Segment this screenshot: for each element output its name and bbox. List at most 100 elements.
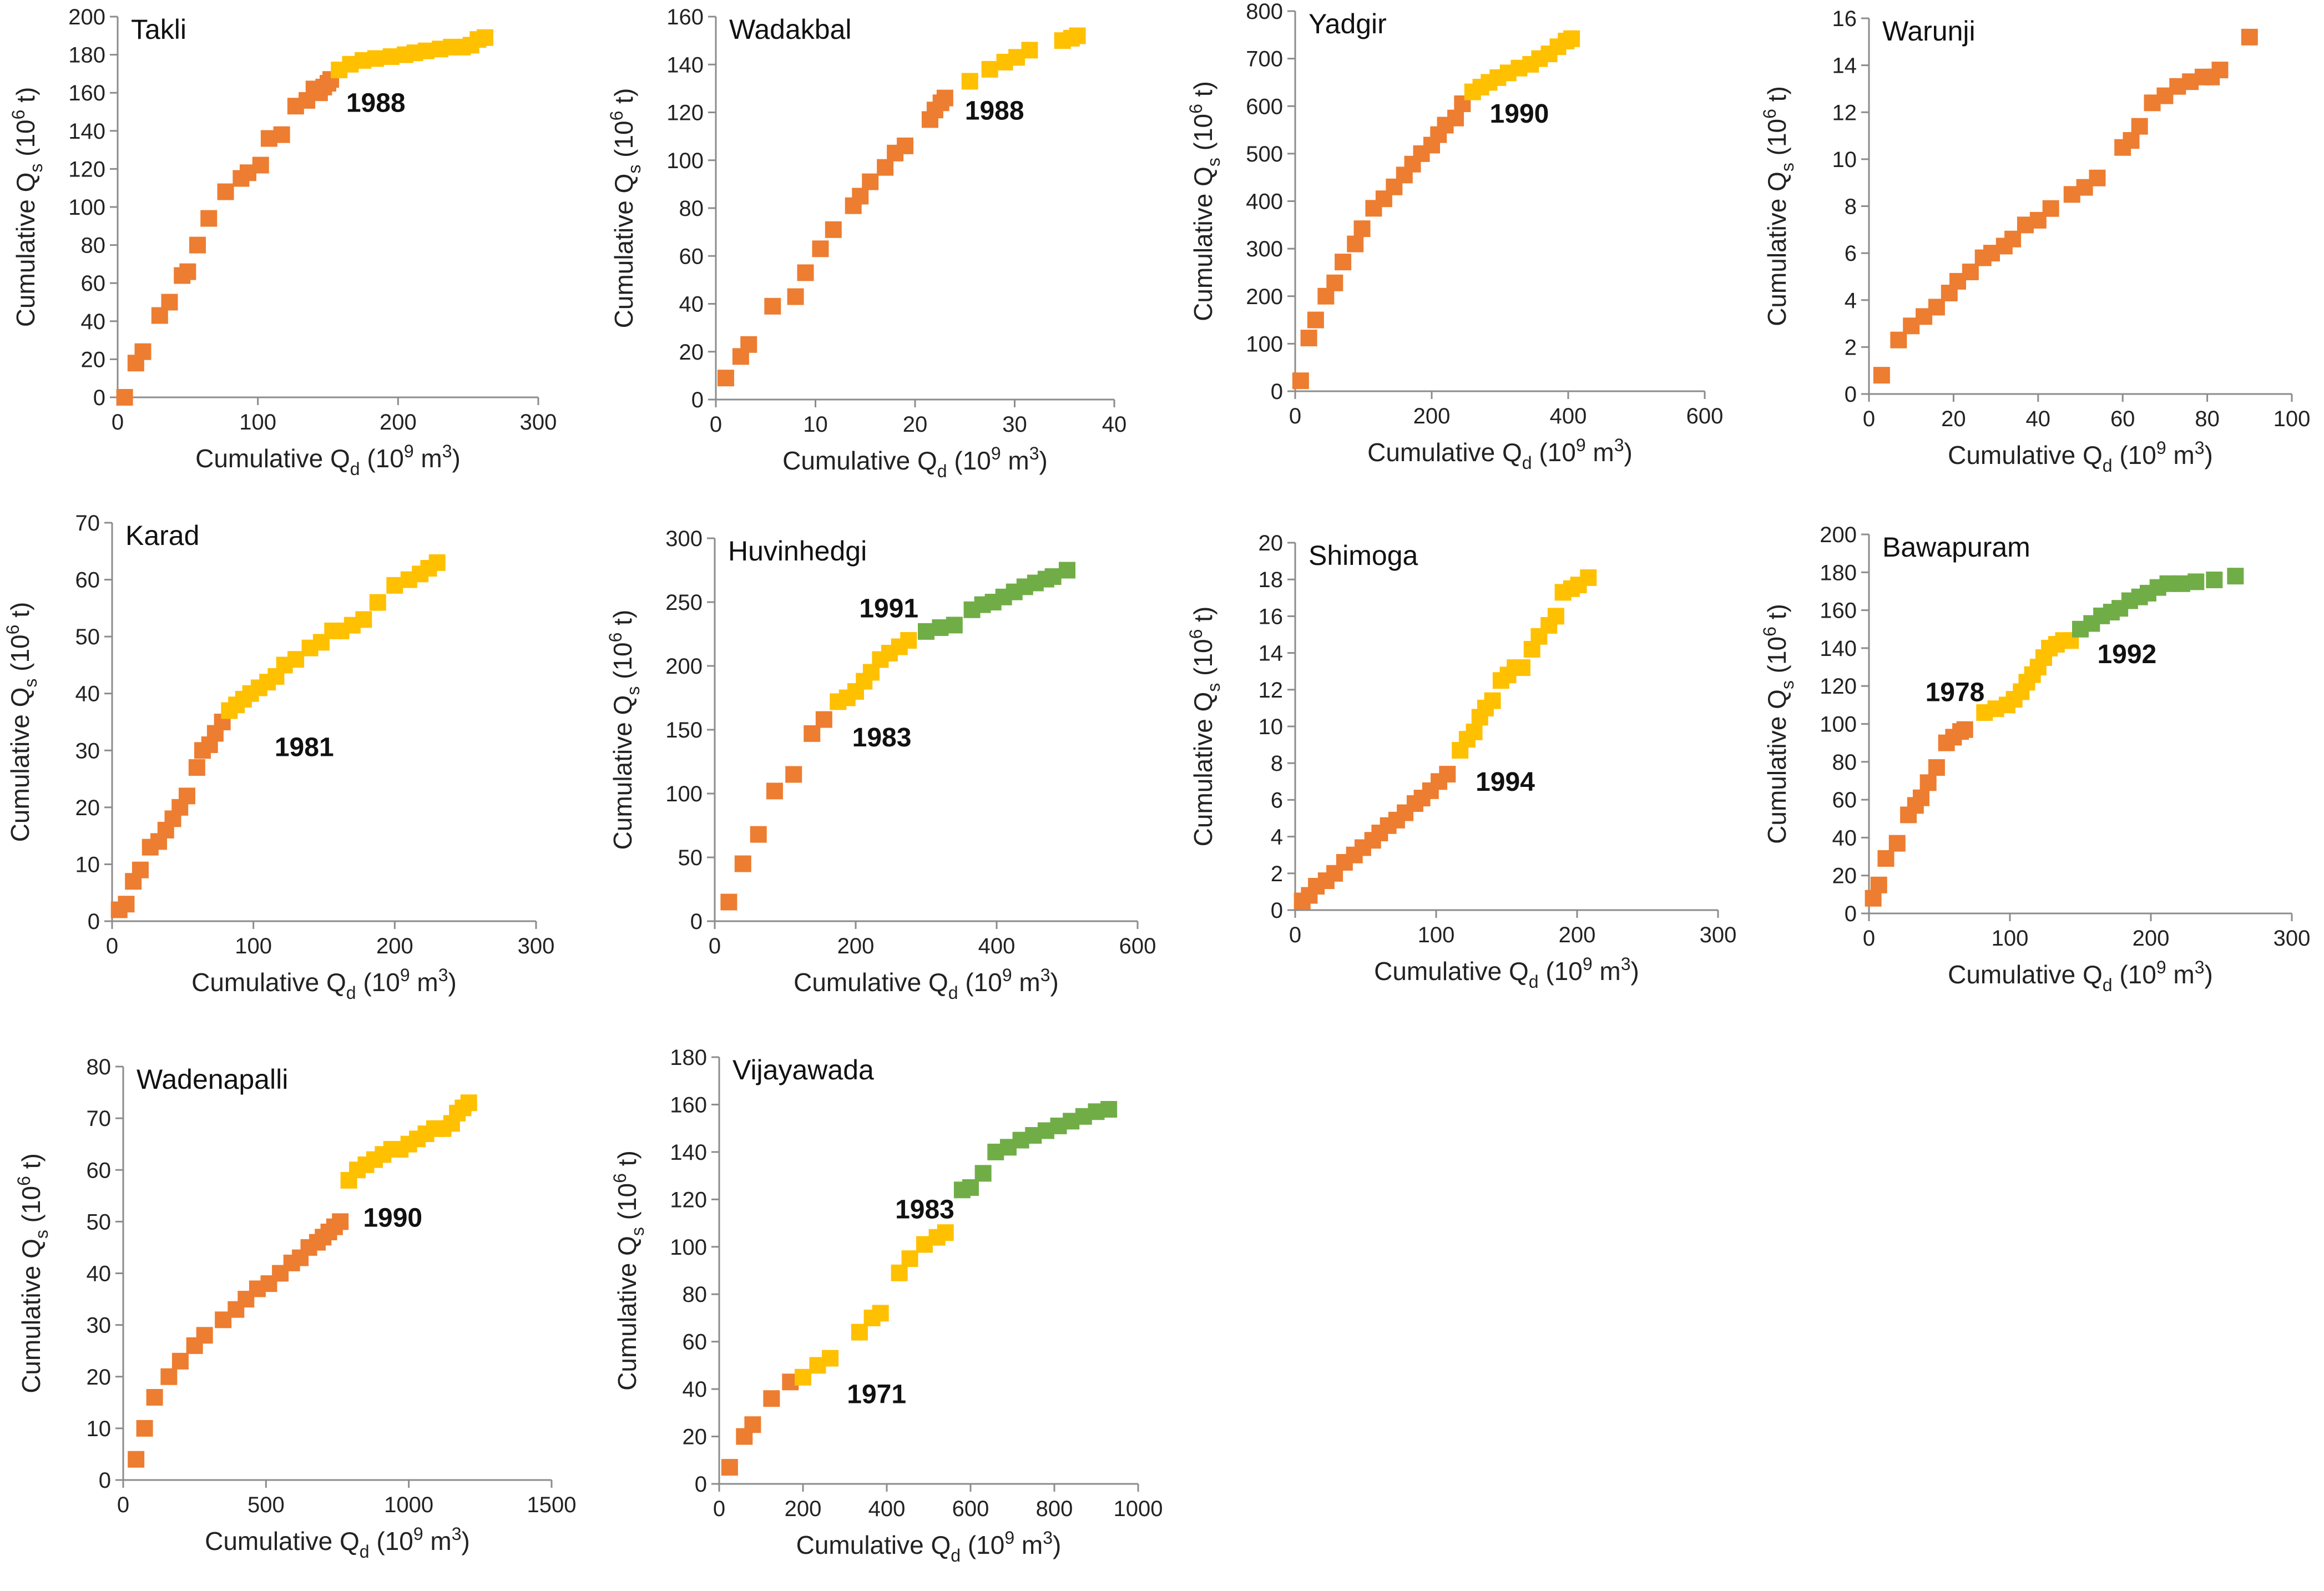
- y-tick-label: 40: [1832, 826, 1857, 850]
- data-point-orange: [936, 89, 953, 107]
- annotation-year: 1981: [275, 733, 334, 762]
- data-point-orange: [2004, 230, 2022, 248]
- data-point-orange: [1439, 766, 1456, 783]
- y-tick-label: 10: [1832, 148, 1857, 172]
- data-point-orange: [118, 896, 135, 913]
- y-tick-label: 40: [81, 310, 106, 334]
- y-axis-label: Cumulative Qs (106 t): [14, 1153, 52, 1393]
- y-tick-label: 600: [1246, 94, 1283, 119]
- data-point-orange: [1447, 109, 1464, 127]
- data-point-orange: [1347, 235, 1364, 252]
- x-tick-label: 300: [518, 934, 555, 958]
- y-tick-label: 70: [75, 511, 100, 536]
- y-tick-label: 2: [1271, 862, 1283, 886]
- x-tick-label: 200: [1413, 404, 1451, 428]
- data-point-yellow: [1466, 723, 1483, 740]
- annotation-year: 1983: [852, 723, 912, 752]
- annotation-year: 1971: [847, 1380, 906, 1410]
- y-tick-label: 4: [1271, 825, 1283, 850]
- y-tick-label: 60: [87, 1158, 112, 1183]
- y-tick-label: 14: [1832, 54, 1857, 78]
- data-point-yellow: [1563, 30, 1580, 47]
- y-tick-label: 60: [683, 1330, 708, 1355]
- x-tick-label: 100: [239, 410, 276, 435]
- x-tick-label: 1500: [527, 1493, 577, 1517]
- y-tick-label: 30: [87, 1314, 112, 1338]
- y-tick-label: 6: [1845, 241, 1857, 266]
- x-tick-label: 0: [117, 1493, 129, 1517]
- data-point-orange: [764, 297, 781, 315]
- data-point-green: [2187, 573, 2205, 590]
- data-point-yellow: [369, 594, 386, 611]
- data-point-orange: [797, 264, 814, 281]
- data-point-orange: [132, 861, 149, 878]
- chart-title: Bawapuram: [1882, 532, 2030, 563]
- data-point-yellow: [1021, 42, 1038, 59]
- x-tick-label: 40: [2026, 407, 2051, 431]
- data-point-yellow: [382, 48, 400, 65]
- data-point-orange: [1300, 330, 1317, 347]
- annotation-year: 1978: [1926, 678, 1985, 708]
- x-tick-label: 200: [2133, 926, 2170, 951]
- data-point-yellow: [386, 577, 403, 594]
- chart-title: Wadakbal: [729, 14, 851, 45]
- data-point-orange: [744, 1416, 761, 1433]
- y-tick-label: 2: [1845, 335, 1857, 360]
- data-point-yellow: [1069, 27, 1086, 44]
- y-tick-label: 20: [1259, 531, 1284, 555]
- data-point-yellow: [476, 29, 493, 46]
- x-tick-label: 200: [785, 1497, 822, 1521]
- y-tick-label: 0: [691, 388, 704, 412]
- y-tick-label: 18: [1259, 568, 1284, 592]
- x-tick-label: 600: [1119, 934, 1156, 958]
- data-point-orange: [1962, 263, 1979, 280]
- x-tick-label: 100: [235, 934, 272, 958]
- y-tick-label: 200: [665, 654, 703, 679]
- y-tick-label: 60: [1832, 788, 1857, 812]
- data-point-orange: [1890, 331, 1907, 348]
- chart-title: Karad: [125, 520, 199, 551]
- y-tick-label: 700: [1246, 47, 1283, 72]
- y-tick-label: 200: [1246, 285, 1283, 309]
- data-point-orange: [1335, 254, 1352, 271]
- y-tick-label: 0: [695, 1472, 707, 1497]
- y-tick-label: 100: [670, 1235, 707, 1260]
- data-point-yellow: [900, 632, 917, 649]
- x-tick-label: 80: [2195, 407, 2220, 431]
- y-tick-label: 40: [683, 1377, 708, 1402]
- x-tick-label: 100: [1992, 926, 2029, 951]
- data-point-orange: [116, 389, 133, 406]
- data-point-orange: [1873, 367, 1890, 384]
- x-axis-label: Cumulative Qd (109 m3): [794, 965, 1059, 1003]
- y-tick-label: 140: [666, 53, 704, 77]
- data-point-orange: [717, 370, 734, 387]
- y-tick-label: 50: [87, 1210, 112, 1234]
- y-tick-label: 50: [678, 846, 703, 870]
- data-point-orange: [136, 1420, 153, 1437]
- annotation-year: 1994: [1476, 767, 1535, 797]
- y-tick-label: 160: [68, 81, 105, 105]
- chart-panel-huvinhedgi: 0 50 100 150 200 250 300 0 200 400 600 Cumulative Q…: [605, 527, 1156, 1003]
- chart-panel-yadgir: 0 100 200 300 400 500 600 700 800 0 200 400 600 Cumul…: [1186, 0, 1723, 473]
- y-tick-label: 180: [1820, 560, 1857, 585]
- annotation-year: 1990: [1490, 99, 1549, 129]
- data-point-yellow: [428, 554, 446, 571]
- y-tick-label: 8: [1845, 195, 1857, 219]
- y-tick-label: 20: [679, 340, 704, 365]
- data-point-orange: [2211, 62, 2229, 79]
- y-tick-label: 20: [683, 1425, 708, 1449]
- x-tick-label: 0: [1863, 926, 1875, 951]
- x-axis-label: Cumulative Qd (109 m3): [191, 965, 457, 1003]
- x-tick-label: 200: [1559, 923, 1596, 947]
- data-point-orange: [812, 240, 829, 257]
- x-tick-label: 800: [1036, 1497, 1073, 1521]
- y-tick-label: 120: [666, 101, 704, 125]
- y-axis-label: Cumulative Qs (106 t): [1186, 81, 1224, 321]
- y-tick-label: 50: [75, 625, 100, 649]
- x-axis-label: Cumulative Qd (109 m3): [1948, 438, 2213, 476]
- data-point-green: [962, 1179, 979, 1196]
- y-tick-label: 20: [75, 796, 100, 820]
- data-point-orange: [196, 1327, 213, 1344]
- data-point-yellow: [872, 1305, 889, 1322]
